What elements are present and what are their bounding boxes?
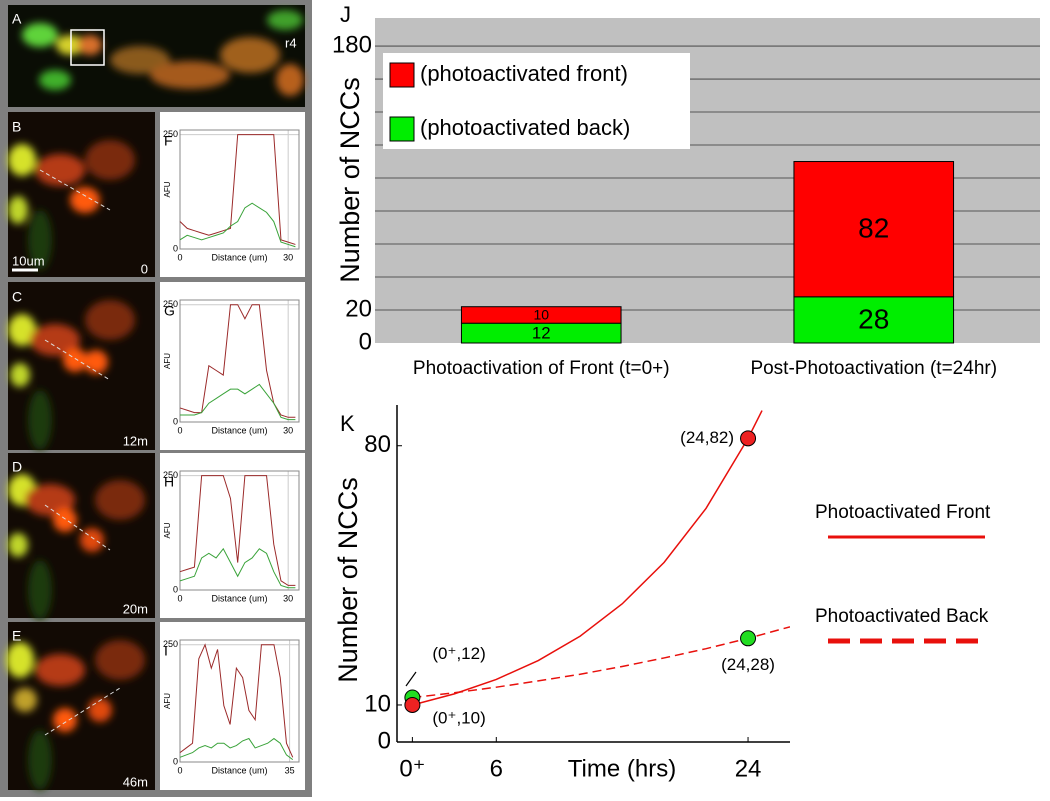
curves: [412, 410, 790, 706]
x-tick-label: 30: [283, 425, 293, 435]
x-tick-label: Post-Photoactivation (t=24hr): [750, 358, 997, 379]
plot-frame: [179, 639, 300, 763]
y-tick-label: 250: [163, 129, 178, 139]
y-tick-label: 0: [173, 584, 178, 594]
y-tick-label: 0: [359, 328, 372, 355]
profile-line: [179, 643, 294, 758]
legend-label: (photoactivated back): [420, 115, 630, 140]
profile-line: [180, 383, 296, 421]
y-tick-label: 20: [345, 295, 372, 322]
point-label: (24,28): [721, 655, 775, 674]
x-axis-label: Distance (um): [211, 425, 267, 435]
data-point: [404, 696, 421, 713]
y-tick-label: 0: [378, 727, 391, 754]
x-tick-label: 6: [490, 755, 503, 782]
legend-swatch: [389, 62, 415, 88]
profile-line: [179, 134, 296, 245]
bar-segment: [460, 306, 622, 324]
image-a: [8, 5, 305, 107]
panel-label: D: [12, 459, 22, 475]
x-tick-label: 0: [177, 252, 182, 262]
y-axis-label: AFU: [163, 353, 172, 369]
panel-label: J: [340, 2, 351, 27]
image-b: [8, 112, 155, 277]
y-axis-label: AFU: [163, 693, 172, 709]
point-label: (0⁺,10): [432, 708, 485, 727]
y-tick-label: 0: [173, 756, 178, 766]
value-label: 12: [532, 324, 551, 343]
profile-line: [179, 475, 296, 586]
x-tick-label: 24: [735, 755, 762, 782]
x-axis-label: Time (hrs): [568, 755, 676, 782]
fit-curve: [412, 626, 790, 699]
image-e: [6, 622, 155, 790]
x-tick-label: Photoactivation of Front (t=0+): [413, 358, 670, 379]
point-label: (24,82): [680, 428, 734, 447]
y-axis-label: AFU: [163, 522, 172, 538]
x-axis-label: Distance (um): [211, 252, 267, 262]
leader-line: [405, 671, 417, 687]
profile-line: [179, 202, 296, 248]
image-annotation: 12m: [123, 433, 148, 448]
image-annotation: 46m: [123, 774, 148, 789]
bar-segment: [793, 161, 955, 298]
point-label: (0⁺,12): [432, 644, 485, 663]
y-tick-label: 0: [173, 416, 178, 426]
x-tick-label: 35: [285, 765, 295, 775]
fit-curve: [412, 410, 763, 706]
image-annotation: 10um: [12, 253, 45, 268]
x-tick-label: 0: [177, 425, 182, 435]
image-c: [8, 282, 155, 450]
panel-label: I: [164, 643, 168, 659]
legend-swatch: [389, 116, 415, 142]
y-tick-label: 250: [163, 639, 178, 649]
image-annotation: 20m: [123, 601, 148, 616]
y-axis-label: Number of NCCs: [333, 477, 363, 683]
value-label: 28: [858, 303, 889, 334]
bar-segment: [793, 296, 955, 344]
x-tick-label: 30: [283, 252, 293, 262]
image-d: [8, 453, 155, 620]
panel-label: G: [164, 303, 175, 319]
data-point: [740, 630, 757, 647]
panel-label: C: [12, 289, 22, 305]
x-tick-label: 30: [283, 593, 293, 603]
profile-line: [179, 547, 296, 589]
plot-frame: [179, 299, 300, 423]
panel-label: A: [12, 11, 22, 27]
y-axis-label: AFU: [163, 181, 172, 197]
legend-label: Photoactivated Front: [815, 502, 991, 523]
x-tick-label: 0: [177, 593, 182, 603]
panel-label: K: [340, 411, 355, 436]
plot-frame: [179, 470, 300, 591]
profile-line: [179, 737, 294, 761]
y-tick-label: 10: [364, 690, 391, 717]
plot-frame: [179, 129, 300, 250]
value-label: 82: [858, 213, 889, 244]
panel-label: H: [164, 474, 174, 490]
legend-label: (photoactivated front): [420, 61, 628, 86]
x-axis-label: Distance (um): [211, 593, 267, 603]
y-axis-label: Number of NCCs: [335, 77, 365, 283]
legend-label: Photoactivated Back: [815, 606, 989, 627]
y-tick-label: 180: [332, 31, 372, 58]
panel-label: B: [12, 119, 21, 135]
y-tick-label: 250: [163, 470, 178, 480]
image-annotation: 0: [141, 261, 148, 276]
x-tick-label: 0⁺: [399, 755, 425, 782]
data-point: [740, 430, 757, 447]
x-tick-label: 0: [177, 765, 182, 775]
y-tick-label: 80: [364, 431, 391, 458]
y-tick-label: 250: [163, 299, 178, 309]
image-annotation: r4: [285, 35, 297, 50]
panel-label: E: [12, 628, 21, 644]
value-label: 10: [533, 307, 549, 323]
y-tick-label: 0: [173, 243, 178, 253]
legend-box: [383, 53, 690, 149]
x-axis-label: Distance (um): [211, 765, 267, 775]
panel-label: F: [164, 133, 173, 149]
